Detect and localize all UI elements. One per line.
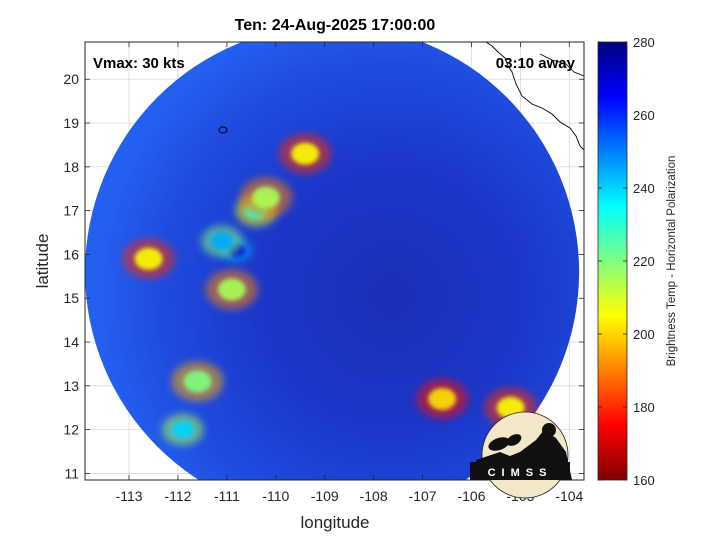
x-tick-label: -104 xyxy=(555,488,583,504)
feature-core xyxy=(171,420,195,439)
swath-layer xyxy=(85,42,584,480)
y-tick-label: 13 xyxy=(63,378,79,394)
colorbar-tick-label: 260 xyxy=(633,108,655,123)
y-axis-label: latitude xyxy=(33,234,52,289)
colorbar-tick-label: 240 xyxy=(633,181,655,196)
feature-core xyxy=(134,247,163,270)
x-tick-label: -108 xyxy=(360,488,388,504)
colorbar-tick-label: 180 xyxy=(633,400,655,415)
y-tick-label: 20 xyxy=(63,71,79,87)
feature-core xyxy=(291,142,320,165)
y-tick-label: 12 xyxy=(63,422,79,438)
colorbar-tick-label: 220 xyxy=(633,254,655,269)
y-tick-label: 15 xyxy=(63,290,79,306)
x-tick-label: -111 xyxy=(214,488,240,504)
cold-features xyxy=(122,133,537,446)
x-tick-label: -106 xyxy=(457,488,485,504)
x-tick-label: -110 xyxy=(262,488,289,504)
colorbar-tick-label: 280 xyxy=(633,35,655,50)
logo-text: CIMSS xyxy=(488,467,553,479)
coastline xyxy=(485,42,584,151)
coastline-islet xyxy=(539,53,584,77)
plot-frame xyxy=(84,41,585,481)
feature-core xyxy=(210,232,234,251)
feature-core xyxy=(428,387,457,410)
time-away-annotation: 03:10 away xyxy=(496,55,576,72)
feature-core xyxy=(183,370,212,393)
y-tick-label: 11 xyxy=(64,465,79,481)
y-tick-label: 14 xyxy=(63,334,79,350)
x-axis-label: longitude xyxy=(300,513,369,532)
feature-core xyxy=(217,278,246,301)
y-tick-label: 19 xyxy=(63,115,79,131)
colorbar-label: Brightness Temp - Horizontal Polarizatio… xyxy=(666,156,678,367)
x-tick-label: -109 xyxy=(311,488,339,504)
feature-core xyxy=(252,186,281,209)
colorbar-ticks: 160 180 200 220 240 260 280 xyxy=(598,35,655,488)
island-marker xyxy=(218,126,228,134)
y-tick-label: 18 xyxy=(63,159,79,175)
vmax-annotation: Vmax: 30 kts xyxy=(93,55,185,72)
y-tick-label: 17 xyxy=(63,203,79,219)
x-tick-label: -113 xyxy=(116,488,143,504)
cimss-logo: CIMSS xyxy=(470,411,572,499)
x-tick-label: -107 xyxy=(409,488,437,504)
colorbar xyxy=(597,41,628,481)
colorbar-tick-label: 160 xyxy=(633,473,655,488)
colorbar-tick-label: 200 xyxy=(633,327,655,342)
x-tick-label: -112 xyxy=(164,488,191,504)
chart-title: Ten: 24-Aug-2025 17:00:00 xyxy=(235,17,436,34)
y-tick-label: 16 xyxy=(63,246,79,262)
y-axis-ticks: 11 12 13 14 15 16 17 18 19 20 xyxy=(63,71,584,481)
